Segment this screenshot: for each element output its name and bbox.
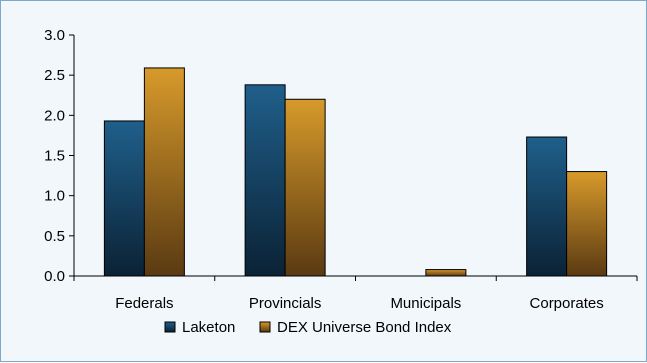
bar-laketon-corporates xyxy=(526,136,568,277)
y-tick-label: 1.0 xyxy=(44,188,65,205)
y-tick-label: 2.0 xyxy=(44,107,65,124)
x-tick-label: Corporates xyxy=(530,295,604,312)
x-tick-label: Federals xyxy=(115,295,173,312)
x-tick-label: Provincials xyxy=(249,295,322,312)
bar-dex-municipals xyxy=(425,269,467,277)
bar-laketon-provincials xyxy=(244,84,286,277)
bar-laketon-federals xyxy=(103,120,145,277)
bar-dex-corporates xyxy=(566,171,608,277)
legend-label-laketon: Laketon xyxy=(182,319,235,336)
y-tick-label: 0.5 xyxy=(44,228,65,245)
legend-swatch-dex xyxy=(259,321,271,333)
bar-dex-provincials xyxy=(284,98,326,277)
y-tick-label: 0.0 xyxy=(44,268,65,285)
y-tick-label: 2.5 xyxy=(44,67,65,84)
x-tick-label: Municipals xyxy=(390,295,461,312)
bar-dex-federals xyxy=(143,67,185,277)
y-tick-label: 1.5 xyxy=(44,148,65,165)
y-tick-label: 3.0 xyxy=(44,27,65,44)
legend-label-dex: DEX Universe Bond Index xyxy=(277,319,452,336)
legend-swatch-laketon xyxy=(164,321,176,333)
